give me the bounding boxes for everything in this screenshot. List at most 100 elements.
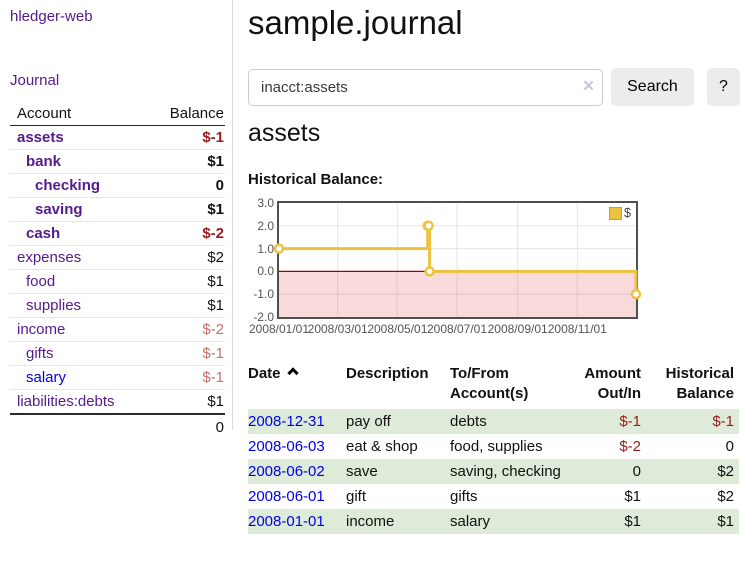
search-form: × Search ? xyxy=(248,68,740,106)
register-table: Date Description To/From Account(s) Amou… xyxy=(248,362,739,534)
accounts-header-account: Account xyxy=(10,103,145,126)
register-row: 2008-01-01 income salary $1 $1 xyxy=(248,509,739,534)
account-balance: 0 xyxy=(144,173,225,198)
chart-legend: $ xyxy=(607,205,633,221)
account-link[interactable]: income xyxy=(17,321,66,338)
account-row: food $1 xyxy=(10,269,225,294)
historical-balance-chart: $ 3.0 2.0 1.0 0.0 -1.0 -2.0 2008/01/01 2008/03/… xyxy=(248,196,740,341)
register-amount: $-1 xyxy=(619,413,641,430)
sort-ascending-icon xyxy=(286,367,299,379)
legend-swatch-icon xyxy=(609,206,623,220)
register-date-link[interactable]: 2008-06-02 xyxy=(248,463,325,480)
register-date-link[interactable]: 2008-06-01 xyxy=(248,488,325,505)
account-link[interactable]: saving xyxy=(35,201,83,218)
register-accounts: debts xyxy=(450,413,487,430)
accounts-table: Account Balance assets $-1 bank $1 checking 0… xyxy=(10,103,225,439)
account-balance: $1 xyxy=(144,269,225,294)
account-link[interactable]: salary xyxy=(26,369,67,386)
y-axis-tick-label: -2.0 xyxy=(253,310,274,324)
account-balance: $1 xyxy=(144,389,225,414)
register-accounts: gifts xyxy=(450,488,478,505)
x-axis-tick-label: 2008/11/01 xyxy=(547,322,607,336)
accounts-header-row: Account Balance xyxy=(10,103,225,126)
accounts-total-balance: 0 xyxy=(144,413,225,439)
register-date-link[interactable]: 2008-06-03 xyxy=(248,438,325,455)
account-row: saving $1 xyxy=(10,197,225,222)
register-row: 2008-12-31 pay off debts $-1 $-1 xyxy=(248,409,739,434)
account-balance: $2 xyxy=(144,245,225,270)
journal-link[interactable]: Journal xyxy=(10,72,60,89)
account-row: bank $1 xyxy=(10,149,225,174)
account-balance: $-1 xyxy=(202,129,224,146)
account-row: expenses $2 xyxy=(10,245,225,270)
register-balance: 0 xyxy=(725,438,734,455)
y-axis-tick-label: 2.0 xyxy=(257,218,274,233)
y-axis-tick-label: -1.0 xyxy=(253,287,274,302)
register-row: 2008-06-03 eat & shop food, supplies $-2 0 xyxy=(248,434,739,459)
register-row: 2008-06-02 save saving, checking 0 $2 xyxy=(248,459,739,484)
chart-plot-area: $ xyxy=(273,201,642,319)
legend-label: $ xyxy=(624,206,631,220)
account-link[interactable]: assets xyxy=(17,129,64,146)
sidebar: hledger-web Journal Account Balance asse… xyxy=(0,0,233,439)
register-accounts: saving, checking xyxy=(450,463,561,480)
search-button[interactable]: Search xyxy=(611,68,694,106)
account-row: salary $-1 xyxy=(10,365,225,390)
account-row: cash $-2 xyxy=(10,221,225,246)
account-heading: assets xyxy=(248,119,321,147)
register-header-row: Date Description To/From Account(s) Amou… xyxy=(248,362,739,409)
chart-title: Historical Balance: xyxy=(248,171,384,188)
register-description: save xyxy=(346,463,378,480)
app-title-link[interactable]: hledger-web xyxy=(10,8,93,25)
account-row: assets $-1 xyxy=(10,126,225,150)
help-button[interactable]: ? xyxy=(706,68,740,106)
y-axis-tick-label: 1.0 xyxy=(257,241,274,256)
register-amount: 0 xyxy=(632,463,641,480)
register-date-link[interactable]: 2008-12-31 xyxy=(248,413,325,430)
register-description: eat & shop xyxy=(346,438,418,455)
main-content: sample.journal × Search ? assets Histori… xyxy=(248,0,740,534)
x-axis-tick-label: 2008/01/01 xyxy=(248,322,310,336)
clear-search-icon[interactable]: × xyxy=(583,76,595,98)
register-header-accounts: To/From Account(s) xyxy=(450,365,529,402)
x-axis-tick-label: 2008/09/01 xyxy=(487,322,548,336)
account-row: income $-2 xyxy=(10,317,225,342)
register-amount: $-2 xyxy=(619,438,641,455)
account-row: supplies $1 xyxy=(10,293,225,318)
search-input[interactable] xyxy=(248,68,604,106)
account-balance: $1 xyxy=(144,149,225,174)
account-link[interactable]: food xyxy=(26,273,56,290)
accounts-header-balance: Balance xyxy=(144,103,225,126)
account-balance: $1 xyxy=(144,197,225,222)
register-accounts: salary xyxy=(450,513,491,530)
account-link[interactable]: expenses xyxy=(17,249,82,266)
account-link[interactable]: liabilities:debts xyxy=(17,393,115,410)
account-balance: $-2 xyxy=(144,221,225,246)
register-row: 2008-06-01 gift gifts $1 $2 xyxy=(248,484,739,509)
account-link[interactable]: bank xyxy=(26,153,62,170)
x-axis-tick-label: 2008/07/01 xyxy=(426,322,488,336)
sidebar-divider xyxy=(232,0,233,430)
account-balance: $-2 xyxy=(144,317,225,342)
register-description: pay off xyxy=(346,413,391,430)
register-header-description: Description xyxy=(346,365,429,382)
chart-canvas xyxy=(273,203,642,317)
account-row: checking 0 xyxy=(10,173,225,198)
account-link[interactable]: checking xyxy=(35,177,101,194)
account-link[interactable]: supplies xyxy=(26,297,82,314)
register-balance: $1 xyxy=(717,513,734,530)
register-description: gift xyxy=(346,488,367,505)
register-amount: $1 xyxy=(624,513,641,530)
register-header-amount: Amount Out/In xyxy=(584,365,641,402)
account-balance: $-1 xyxy=(144,365,225,390)
account-link[interactable]: cash xyxy=(26,225,61,242)
x-axis-tick-label: 2008/05/01 xyxy=(367,322,428,336)
account-row: liabilities:debts $1 xyxy=(10,389,225,414)
account-balance: $1 xyxy=(144,293,225,318)
account-balance: $-1 xyxy=(144,341,225,366)
page-title: sample.journal xyxy=(248,4,463,41)
y-axis-tick-label: 3.0 xyxy=(257,196,274,210)
y-axis-tick-label: 0.0 xyxy=(257,264,274,279)
account-link[interactable]: gifts xyxy=(26,345,54,362)
register-date-link[interactable]: 2008-01-01 xyxy=(248,513,325,530)
